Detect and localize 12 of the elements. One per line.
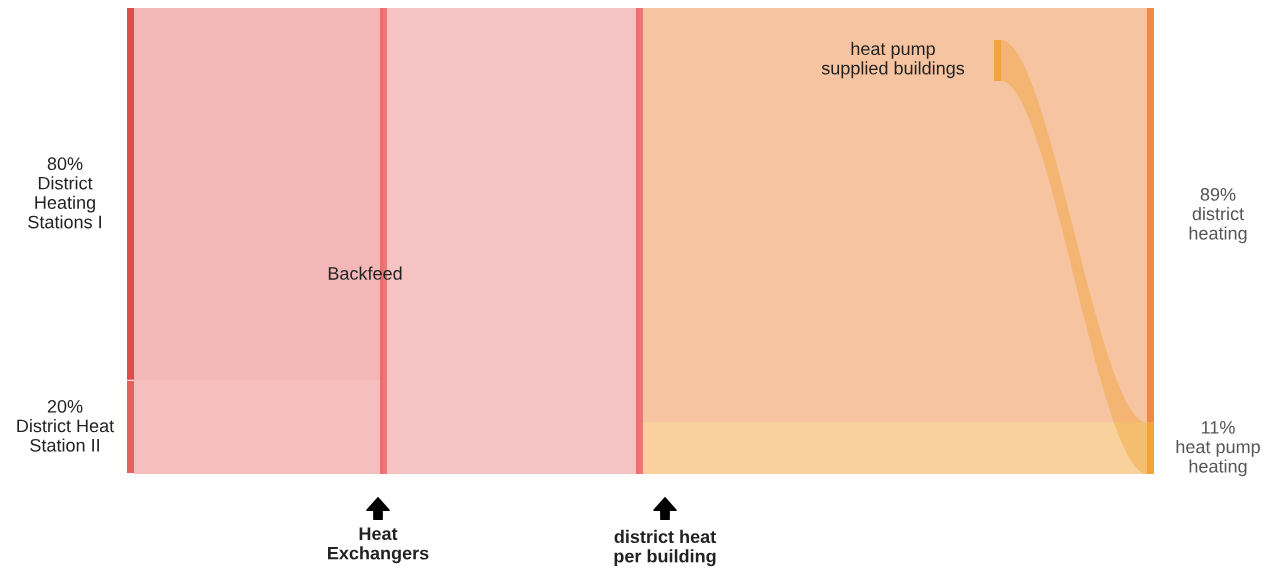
category-label: District Heating Stations I: [28, 176, 101, 229]
text: Backfeed: [328, 266, 402, 280]
text: district heat per building: [614, 529, 716, 567]
category-label: heat pump heating: [1176, 439, 1260, 477]
category-label: District Heat Station II: [17, 418, 115, 452]
data-label: 89%: [1200, 187, 1236, 201]
data-label: 20%: [47, 400, 83, 413]
data-label: 80%: [47, 157, 83, 171]
text: heat pump supplied buildings: [821, 41, 965, 79]
text: Heat Exchangers: [328, 527, 429, 564]
data-label: 11%: [1201, 421, 1235, 434]
category-label: district heating: [1189, 206, 1247, 244]
